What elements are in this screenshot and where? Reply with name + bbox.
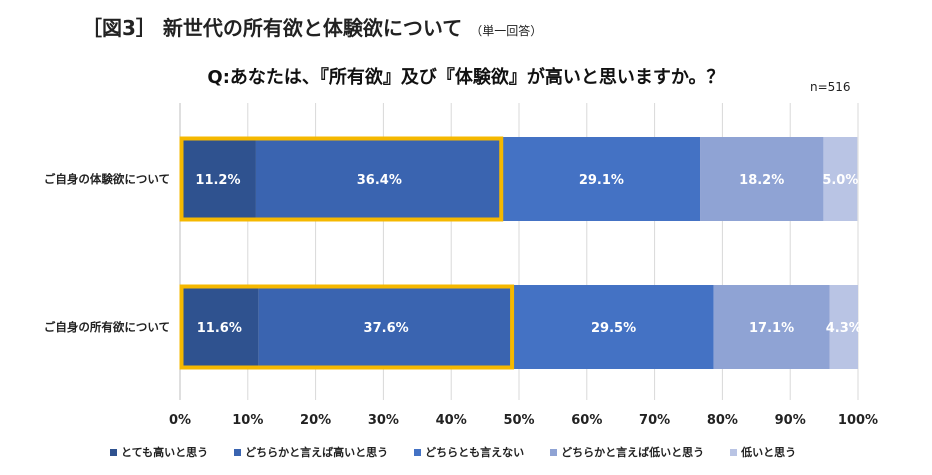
category-label: ご自身の体験欲について (44, 172, 170, 186)
bar-segment (180, 285, 259, 369)
legend-item: どちらとも言えない (414, 444, 524, 460)
x-tick-label: 10% (232, 413, 263, 428)
x-tick-label: 20% (300, 413, 331, 428)
legend-label: とても高いと思う (121, 446, 209, 459)
stacked-bar-chart: 0% 10% 20% 30% 40% 50% 60% 70% 80% 90% 100% ご自身の体験欲… (44, 103, 878, 428)
legend-label: どちらとも言えない (425, 446, 525, 459)
x-tick-label: 60% (571, 413, 602, 428)
bar-segment (823, 137, 858, 221)
category-label: ご自身の所有欲について (44, 320, 170, 334)
data-label: 29.5% (591, 321, 636, 336)
bar-segment (502, 137, 701, 221)
legend-item: 低いと思う (730, 444, 796, 460)
legend-label: どちらかと言えば低いと思う (561, 446, 705, 459)
bar-segment (713, 285, 830, 369)
x-tick-label: 100% (838, 413, 878, 428)
legend-item: どちらかと言えば低いと思う (550, 444, 704, 460)
legend-swatch (414, 448, 422, 456)
data-label: 37.6% (364, 321, 409, 336)
highlight-box (179, 136, 504, 222)
question-title: Q:あなたは、『所有欲』及び『体験欲』が高いと思いますか。？ (207, 67, 725, 88)
legend-swatch (550, 448, 558, 456)
data-label: 5.0% (822, 173, 858, 188)
bar-segment (258, 285, 514, 369)
data-label: 11.6% (197, 321, 242, 336)
figure-title: ［図3］ 新世代の所有欲と体験欲について （単一回答） (82, 12, 542, 41)
x-tick-label: 0% (169, 413, 191, 428)
legend-swatch (234, 448, 242, 456)
data-label: 29.1% (579, 173, 624, 188)
legend-item: とても高いと思う (110, 444, 208, 460)
bar-segment (180, 137, 256, 221)
legend-item: どちらかと言えば高いと思う (234, 444, 388, 460)
highlight-box (179, 284, 515, 370)
x-tick-label: 50% (503, 413, 534, 428)
bar-segment (700, 137, 824, 221)
figure-title-text: ［図3］ 新世代の所有欲と体験欲について (82, 16, 463, 40)
sample-size-label: n=516 (810, 80, 851, 94)
legend-swatch (730, 448, 738, 456)
data-label: 4.3% (826, 321, 862, 336)
x-tick-label: 40% (436, 413, 467, 428)
data-label: 17.1% (749, 321, 794, 336)
bar-segment (829, 285, 858, 369)
legend-label: 低いと思う (741, 446, 797, 459)
x-tick-label: 30% (368, 413, 399, 428)
data-label: 36.4% (357, 173, 402, 188)
legend-swatch (110, 448, 117, 456)
x-tick-label: 90% (775, 413, 806, 428)
bar-segment (513, 285, 714, 369)
figure-subtitle: （単一回答） (470, 24, 543, 38)
x-tick-label: 70% (639, 413, 670, 428)
bar-segment (255, 137, 503, 221)
chart-legend: とても高いと思う どちらかと言えば高いと思う どちらとも言えない どちらかと言えば低い… (110, 444, 796, 460)
data-label: 11.2% (195, 173, 240, 188)
data-label: 18.2% (739, 173, 784, 188)
x-tick-label: 80% (707, 413, 738, 428)
legend-label: どちらかと言えば高いと思う (245, 446, 389, 459)
